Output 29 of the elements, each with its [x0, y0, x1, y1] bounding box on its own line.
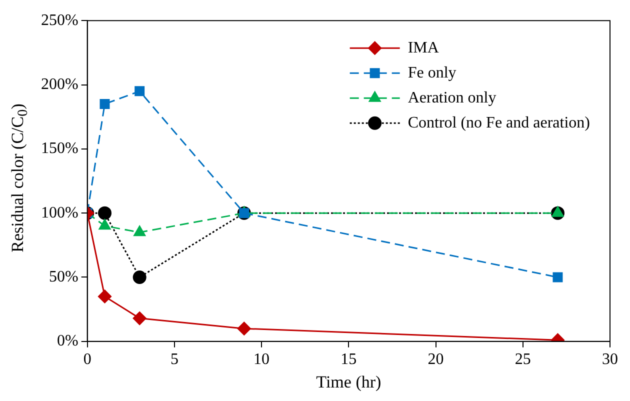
- x-tick-label: 15: [340, 351, 357, 368]
- x-tick-label: 30: [602, 351, 618, 368]
- y-tick-label: 150%: [41, 140, 78, 158]
- point: [132, 312, 146, 326]
- legend-label: Fe only: [408, 64, 456, 82]
- point: [237, 322, 251, 336]
- x-tick-label: 10: [254, 351, 270, 368]
- y-tick-label: 200%: [41, 76, 78, 93]
- legend-label: IMA: [408, 39, 440, 56]
- y-tick-label: 0%: [57, 332, 78, 350]
- x-tick-label: 0: [83, 351, 92, 368]
- point: [98, 219, 111, 230]
- x-tick-label: 20: [428, 351, 444, 368]
- point: [134, 226, 146, 236]
- point: [98, 206, 112, 220]
- point: [134, 86, 145, 96]
- legend-label: Aeration only: [408, 89, 496, 106]
- legend-label: Control (no Fe and aeration): [408, 114, 590, 132]
- point: [132, 270, 146, 284]
- point: [552, 272, 563, 282]
- y-tick-label: 50%: [49, 268, 78, 286]
- x-tick-label: 25: [514, 351, 531, 368]
- y-tick-label: 100%: [41, 204, 78, 222]
- y-tick-label: 250%: [41, 12, 78, 29]
- x-tick-label: 5: [170, 351, 178, 368]
- point: [100, 99, 110, 109]
- x-axis-title: Time (hr): [316, 372, 382, 392]
- point: [552, 206, 564, 217]
- point: [98, 290, 112, 304]
